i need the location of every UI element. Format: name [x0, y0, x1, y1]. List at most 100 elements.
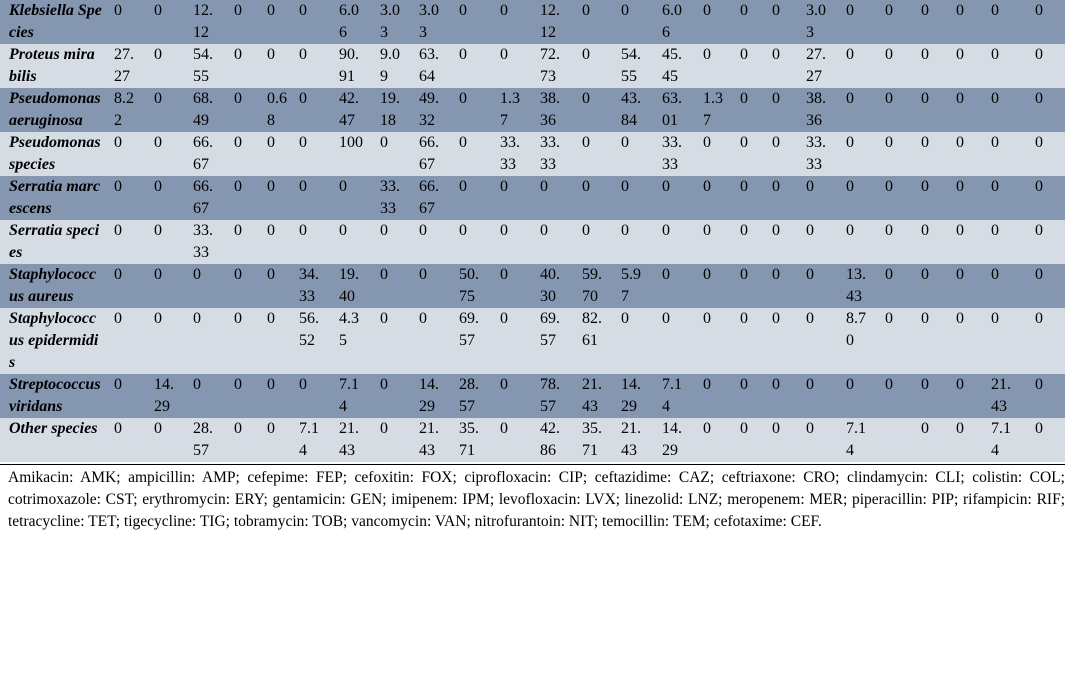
table-cell: 0 — [915, 88, 950, 132]
table-cell: 90.91 — [333, 44, 374, 88]
cell-text: 0 — [740, 2, 748, 19]
cell-text: 0 — [500, 376, 508, 393]
cell-text: 0 — [267, 310, 275, 327]
table-cell: 0 — [374, 220, 413, 264]
cell-text: 0 — [956, 178, 964, 195]
cell-text: 0 — [1035, 178, 1043, 195]
table-cell: 0 — [915, 220, 950, 264]
table-cell: 0 — [1029, 308, 1065, 374]
table-cell: 0 — [656, 308, 697, 374]
table-cell: 0 — [293, 88, 333, 132]
table-cell: 54.55 — [615, 44, 656, 88]
table-cell: 0 — [734, 220, 766, 264]
cell-text: 0 — [703, 134, 711, 151]
cell-text: 0 — [500, 310, 508, 327]
cell-text: 43.84 — [621, 90, 641, 129]
table-cell: 0 — [800, 374, 840, 418]
cell-text: 0 — [582, 222, 590, 239]
cell-text: 19.18 — [380, 90, 400, 129]
cell-text: 0 — [921, 376, 929, 393]
cell-text: 0 — [740, 222, 748, 239]
cell-text: 0 — [846, 134, 854, 151]
cell-text: 0 — [740, 376, 748, 393]
row-header: Klebsiella Species — [0, 0, 108, 44]
row-header-text: Serratia species — [9, 222, 100, 261]
table-cell: 0 — [915, 374, 950, 418]
cell-text: 69.57 — [540, 310, 560, 349]
cell-text: 0 — [991, 310, 999, 327]
cell-text: 12.12 — [540, 2, 560, 41]
table-cell: 0 — [697, 44, 734, 88]
cell-text: 13.43 — [846, 266, 866, 305]
cell-text: 0 — [234, 376, 242, 393]
cell-text: 0 — [234, 222, 242, 239]
cell-text: 0 — [459, 222, 467, 239]
cell-text: 0 — [267, 46, 275, 63]
table-cell: 3.03 — [413, 0, 453, 44]
cell-text: 0 — [193, 310, 201, 327]
table-cell: 0 — [734, 374, 766, 418]
table-cell: 0 — [261, 264, 293, 308]
table-cell: 33.33 — [656, 132, 697, 176]
table-cell: 72.73 — [534, 44, 576, 88]
table-cell: 0 — [228, 418, 261, 462]
table-cell: 0 — [108, 308, 148, 374]
cell-text: 0 — [419, 310, 427, 327]
table-cell: 0 — [453, 176, 494, 220]
table-cell: 0 — [228, 0, 261, 44]
table-cell: 0 — [228, 132, 261, 176]
table-cell: 0 — [333, 220, 374, 264]
cell-text: 0 — [846, 90, 854, 107]
row-header: Serratia marcescens — [0, 176, 108, 220]
table-cell: 0 — [108, 132, 148, 176]
table-cell: 0 — [697, 308, 734, 374]
table-cell: 0 — [950, 308, 985, 374]
cell-text: 0 — [267, 222, 275, 239]
table-cell: 0 — [1029, 220, 1065, 264]
cell-text: 0 — [703, 222, 711, 239]
table-cell: 0 — [985, 176, 1029, 220]
cell-text: 0 — [154, 134, 162, 151]
cell-text: 0 — [772, 46, 780, 63]
cell-text: 0 — [380, 376, 388, 393]
table-cell: 0 — [108, 0, 148, 44]
footnote: Amikacin: AMK; ampicillin: AMP; cefepime… — [0, 464, 1065, 533]
row-header-text: Pseudomonas species — [9, 134, 101, 173]
table-cell: 0 — [766, 0, 800, 44]
table-cell: 0 — [576, 220, 615, 264]
table-cell: 0 — [697, 0, 734, 44]
cell-text: 0 — [500, 222, 508, 239]
cell-text: 0 — [459, 46, 467, 63]
cell-text: 0 — [299, 376, 307, 393]
cell-text: 0 — [339, 178, 347, 195]
cell-text: 0 — [1035, 266, 1043, 283]
table-cell: 0 — [293, 132, 333, 176]
cell-text: 0 — [806, 222, 814, 239]
cell-text: 0 — [740, 178, 748, 195]
cell-text: 0 — [459, 178, 467, 195]
table-cell: 0 — [766, 418, 800, 462]
table-cell: 0 — [766, 374, 800, 418]
cell-text: 0 — [1035, 420, 1043, 437]
table-cell: 0 — [534, 220, 576, 264]
cell-text: 0 — [299, 222, 307, 239]
cell-text: 0 — [234, 46, 242, 63]
cell-text: 0 — [621, 222, 629, 239]
cell-text: 0 — [299, 134, 307, 151]
table-cell: 43.84 — [615, 88, 656, 132]
table-cell: 33.33 — [534, 132, 576, 176]
cell-text: 0 — [299, 178, 307, 195]
cell-text: 0 — [114, 222, 122, 239]
table-cell: 0 — [261, 0, 293, 44]
table-cell: 0 — [985, 308, 1029, 374]
row-header-text: Staphylococcus epidermidis — [9, 310, 99, 371]
cell-text: 19.40 — [339, 266, 359, 305]
table-cell: 19.40 — [333, 264, 374, 308]
cell-text: 82.61 — [582, 310, 602, 349]
table-cell: 54.55 — [187, 44, 228, 88]
table-cell: 0 — [494, 308, 534, 374]
cell-text: 63.01 — [662, 90, 682, 129]
table-row: Staphylococcus epidermidis 0 0 0 0 0 56.52 4.35… — [0, 308, 1065, 374]
cell-text: 0 — [582, 178, 590, 195]
cell-text: 0 — [1035, 222, 1043, 239]
